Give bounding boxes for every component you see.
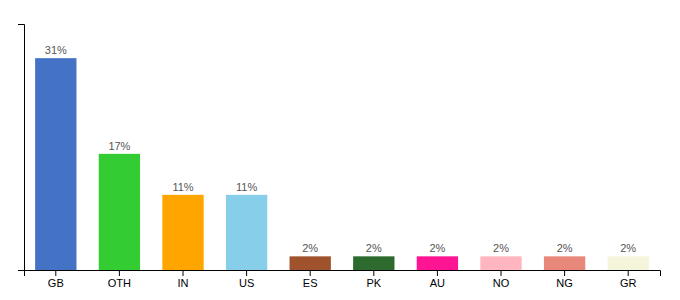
- data-label: 31%: [45, 44, 67, 56]
- x-tick-label: NO: [493, 277, 510, 289]
- y-axis: [18, 25, 25, 271]
- bar: [353, 256, 394, 270]
- chart: 31% 17% 11% 11% 2% 2% 2% 2% 2% 2% GB OTH IN US ES PK AU N…: [0, 0, 680, 300]
- x-tick: NO: [493, 270, 510, 289]
- x-tick: AU: [430, 270, 445, 289]
- bar: [480, 256, 521, 270]
- bar: [35, 58, 76, 270]
- bar: [162, 195, 203, 270]
- x-tick-label: NG: [556, 277, 573, 289]
- x-tick-mark: [55, 270, 56, 276]
- x-tick-mark: [183, 270, 184, 276]
- bar: [99, 154, 140, 270]
- data-label: 2%: [429, 242, 445, 254]
- x-tick: US: [239, 270, 254, 289]
- x-tick-label: OTH: [108, 277, 131, 289]
- data-label: 17%: [108, 140, 130, 152]
- x-tick-mark: [564, 270, 565, 276]
- x-tick: PK: [366, 270, 381, 289]
- data-label: 2%: [302, 242, 318, 254]
- x-tick: GB: [48, 270, 64, 289]
- data-label: 2%: [620, 242, 636, 254]
- x-tick-mark: [119, 270, 120, 276]
- x-tick-label: PK: [366, 277, 381, 289]
- x-tick-mark: [310, 270, 311, 276]
- x-tick-label: GR: [620, 277, 637, 289]
- data-label: 2%: [557, 242, 573, 254]
- bar: [608, 256, 649, 270]
- x-tick-label: GB: [48, 277, 64, 289]
- x-tick-mark: [501, 270, 502, 276]
- x-tick-label: IN: [178, 277, 189, 289]
- x-tick: ES: [303, 270, 318, 289]
- data-label: 2%: [366, 242, 382, 254]
- x-tick-mark: [373, 270, 374, 276]
- bar: [226, 195, 267, 270]
- bar: [290, 256, 331, 270]
- x-tick-mark: [246, 270, 247, 276]
- bars: [35, 58, 649, 270]
- x-tick: OTH: [108, 270, 131, 289]
- bar: [417, 256, 458, 270]
- bar: [544, 256, 585, 270]
- x-axis-line: [25, 271, 661, 277]
- x-tick-label: US: [239, 277, 254, 289]
- x-axis: GB OTH IN US ES PK AU NO NG GR: [25, 270, 661, 289]
- x-tick: IN: [178, 270, 189, 289]
- y-axis-line: [18, 25, 25, 271]
- x-tick-mark: [437, 270, 438, 276]
- data-label: 11%: [172, 181, 193, 193]
- data-label: 11%: [236, 181, 257, 193]
- x-tick-mark: [628, 270, 629, 276]
- x-tick: NG: [556, 270, 573, 289]
- data-labels: 31% 17% 11% 11% 2% 2% 2% 2% 2% 2%: [45, 44, 637, 254]
- x-tick: GR: [620, 270, 637, 289]
- x-tick-label: ES: [303, 277, 318, 289]
- x-tick-label: AU: [430, 277, 445, 289]
- data-label: 2%: [493, 242, 509, 254]
- plot: 31% 17% 11% 11% 2% 2% 2% 2% 2% 2% GB OTH IN US ES PK AU N…: [18, 25, 661, 289]
